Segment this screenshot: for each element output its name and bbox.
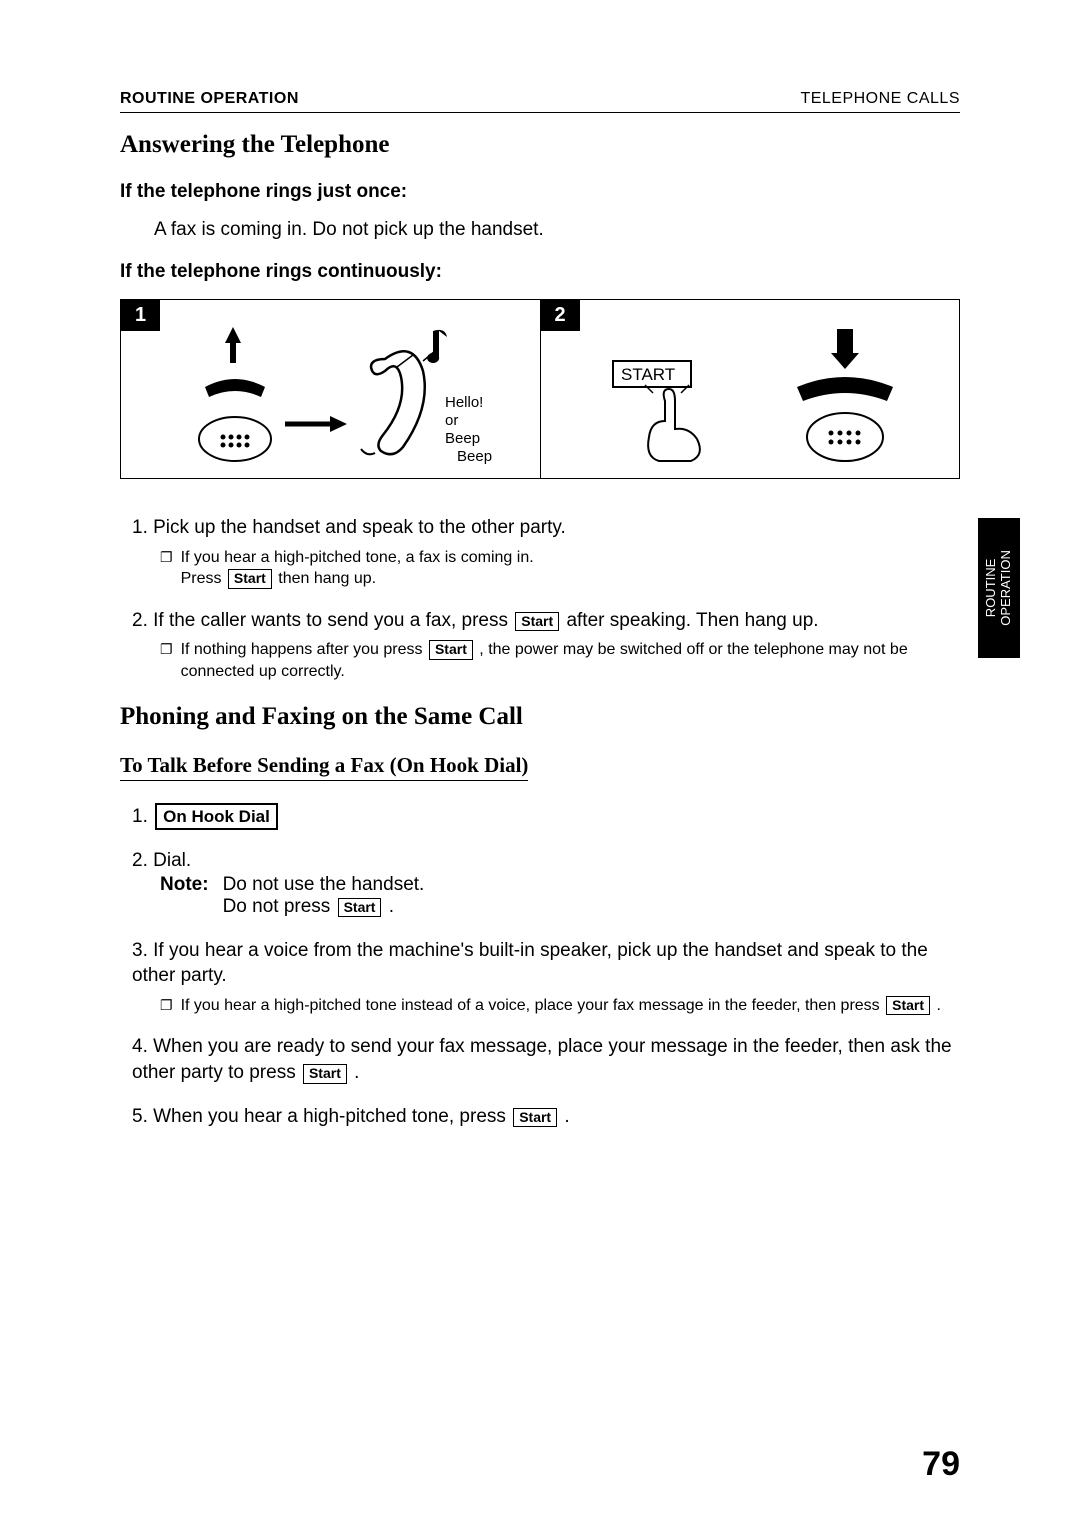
step-2: 2. If the caller wants to send you a fax… [132,608,960,683]
answering-steps: 1. Pick up the handset and speak to the … [132,515,960,683]
p-step-5: 5. When you hear a high-pitched tone, pr… [132,1104,960,1130]
phoning-steps: 1. On Hook Dial 2. Dial. Note: Do not us… [132,803,960,1130]
step-1-sub-content: If you hear a high-pitched tone, a fax i… [181,547,534,590]
step-2-sub-content: If nothing happens after you press Start… [181,639,960,682]
start-key: Start [303,1064,347,1084]
on-hook-dial-key: On Hook Dial [155,803,278,830]
diagram-text-beep1: Beep [445,430,480,447]
start-key: Start [429,640,473,660]
note-block: Note: Do not use the handset. Do not pre… [160,874,960,918]
page-number: 79 [922,1445,960,1484]
diagram-text-start: START [621,365,675,384]
header-left: ROUTINE OPERATION [120,90,299,108]
step-1-sub: ❐ If you hear a high-pitched tone, a fax… [160,547,960,590]
side-tab-text: ROUTINEOPERATION [984,550,1014,626]
start-key: Start [515,612,559,632]
start-key: Start [513,1108,557,1128]
p-step-1: 1. On Hook Dial [132,803,960,830]
bullet-icon: ❐ [160,548,173,590]
start-key: Start [886,996,930,1016]
step-1-text: 1. Pick up the handset and speak to the … [132,515,960,541]
diagram-text-beep2: Beep [457,448,492,465]
p-step-2: 2. Dial. Note: Do not use the handset. D… [132,848,960,918]
diagram-text-or: or [445,412,458,429]
panel1-illustration: Hello! or Beep Beep [145,309,515,469]
p-step-4: 4. When you are ready to send your fax m… [132,1034,960,1085]
step-1: 1. Pick up the handset and speak to the … [132,515,960,590]
p-step-3: 3. If you hear a voice from the machine'… [132,938,960,1017]
side-tab: ROUTINEOPERATION [978,518,1020,658]
start-key: Start [338,898,382,918]
page-header: ROUTINE OPERATION TELEPHONE CALLS [120,90,960,113]
subsection-title: To Talk Before Sending a Fax (On Hook Di… [120,753,528,781]
panel-number-2: 2 [541,300,580,331]
cond1-label: If the telephone rings just once: [120,181,960,203]
p-step-4-text: 4. When you are ready to send your fax m… [132,1034,960,1085]
section-title-answering: Answering the Telephone [120,131,960,159]
start-key: Start [228,569,272,589]
cond1-text: A fax is coming in. Do not pick up the h… [154,219,960,241]
p-step-5-text: 5. When you hear a high-pitched tone, pr… [132,1104,960,1130]
cond2-label: If the telephone rings continuously: [120,261,960,283]
note-label: Note: [160,874,209,918]
diagram-text-hello: Hello! [445,394,483,411]
step-2-sub: ❐ If nothing happens after you press Sta… [160,639,960,682]
diagram-panel-2: 2 START [541,300,960,478]
note-content: Do not use the handset. Do not press Sta… [223,874,425,918]
instruction-diagram: 1 Hel [120,299,960,479]
panel2-illustration: START [565,309,935,469]
step-2-text: 2. If the caller wants to send you a fax… [132,608,960,634]
p-step-3-sub: ❐ If you hear a high-pitched tone instea… [160,995,960,1017]
bullet-icon: ❐ [160,996,173,1017]
header-right: TELEPHONE CALLS [800,90,960,108]
panel-number-1: 1 [121,300,160,331]
diagram-panel-1: 1 Hel [121,300,541,478]
bullet-icon: ❐ [160,640,173,682]
p-step-3-sub-content: If you hear a high-pitched tone instead … [181,995,941,1017]
section-title-phoning: Phoning and Faxing on the Same Call [120,703,960,731]
